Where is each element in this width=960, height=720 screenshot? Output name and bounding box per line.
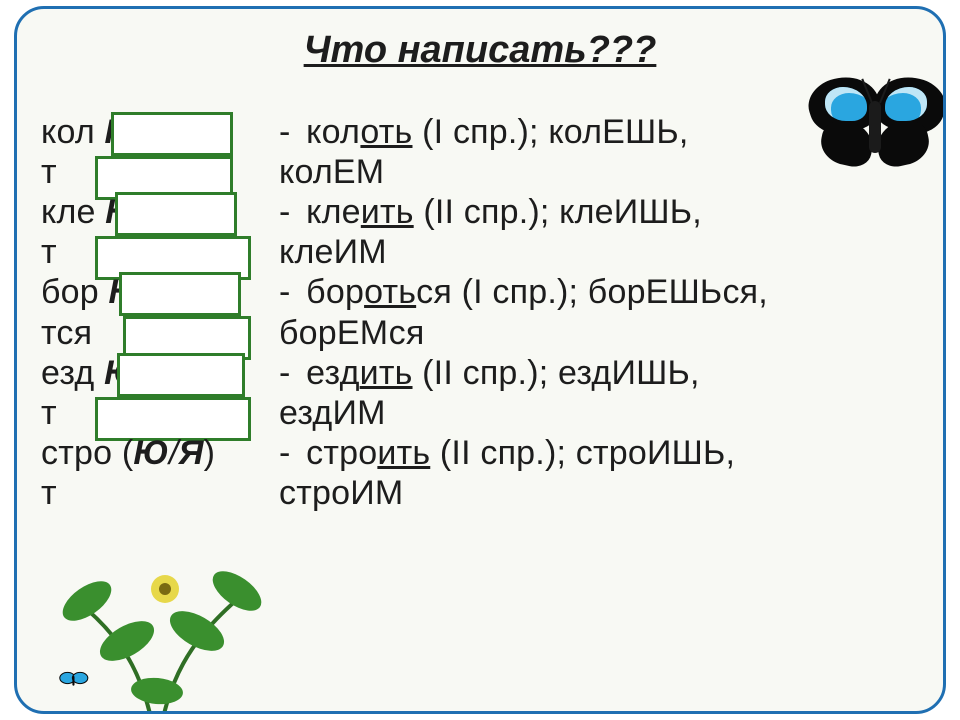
cover-box <box>111 112 233 156</box>
cover-box <box>115 192 237 236</box>
left-prefix: кол <box>41 113 105 151</box>
right-pre: кол <box>297 113 361 151</box>
dash: - <box>279 193 291 231</box>
exercise-row: езд Ю/Я)т- ездить (II спр.); ездИШЬ,ездИ… <box>41 353 925 433</box>
exercise-rows: кол Ю/Я)т- колоть (I спр.); колЕШЬ,колЕМ… <box>17 112 943 513</box>
right-underlined: ить <box>361 193 414 231</box>
right-pre: кле <box>297 193 361 231</box>
slide-card: Что написать??? кол Ю/Я)т- колоть (I спр… <box>14 6 946 714</box>
right-line1: - колоть (I спр.); колЕШЬ, <box>279 113 689 151</box>
right-pre: езд <box>297 354 360 392</box>
row-right: - ездить (II спр.); ездИШЬ,ездИМ <box>279 353 925 433</box>
right-line1: - клеить (II спр.); клеИШЬ, <box>279 193 702 231</box>
left-prefix: езд <box>41 354 104 392</box>
row-left: бор Ю/Я)тся <box>41 272 279 352</box>
dash: - <box>279 273 291 311</box>
dash: - <box>279 354 291 392</box>
right-line2: колЕМ <box>279 152 925 192</box>
left-line2: т <box>41 473 279 513</box>
option-b: Я <box>179 434 204 472</box>
row-right: - колоть (I спр.); колЕШЬ,колЕМ <box>279 112 925 192</box>
row-left: кле Ю/Я)т <box>41 192 279 272</box>
slide-title: Что написать??? <box>17 29 943 72</box>
row-right: - строить (II спр.); строИШЬ,строИМ <box>279 433 925 513</box>
cover-box <box>119 272 241 316</box>
left-prefix: бор <box>41 273 109 311</box>
slash: / <box>169 434 179 472</box>
right-line1: - строить (II спр.); строИШЬ, <box>279 434 735 472</box>
right-underlined: ить <box>360 354 413 392</box>
paren: ) <box>204 434 216 472</box>
right-pre: бор <box>297 273 365 311</box>
plant-decoration <box>37 531 297 714</box>
row-left: езд Ю/Я)т <box>41 353 279 433</box>
right-post: (II спр.); клеИШЬ, <box>414 193 702 231</box>
exercise-row: бор Ю/Я)тся- бороться (I спр.); борЕШЬся… <box>41 272 925 352</box>
right-underlined: оть <box>360 113 412 151</box>
right-post: (II спр.); ездИШЬ, <box>413 354 700 392</box>
row-left: стро (Ю/Я)т <box>41 433 279 513</box>
left-prefix: кле <box>41 193 105 231</box>
dash: - <box>279 434 291 472</box>
right-line2: строИМ <box>279 473 925 513</box>
right-line2: борЕМся <box>279 313 925 353</box>
right-pre: стро <box>297 434 378 472</box>
right-line2: ездИМ <box>279 393 925 433</box>
left-line1: стро (Ю/Я) <box>41 434 215 472</box>
dash: - <box>279 113 291 151</box>
right-post: (II спр.); строИШЬ, <box>430 434 735 472</box>
exercise-row: кол Ю/Я)т- колоть (I спр.); колЕШЬ,колЕМ <box>41 112 925 192</box>
exercise-row: кле Ю/Я)т- клеить (II спр.); клеИШЬ,клеИ… <box>41 192 925 272</box>
option-a: Ю <box>133 434 169 472</box>
exercise-row: стро (Ю/Я)т- строить (II спр.); строИШЬ,… <box>41 433 925 513</box>
right-line1: - бороться (I спр.); борЕШЬся, <box>279 273 768 311</box>
left-prefix: стро ( <box>41 434 133 472</box>
row-left: кол Ю/Я)т <box>41 112 279 192</box>
right-line2: клеИМ <box>279 232 925 272</box>
row-right: - клеить (II спр.); клеИШЬ,клеИМ <box>279 192 925 272</box>
row-right: - бороться (I спр.); борЕШЬся,борЕМся <box>279 272 925 352</box>
right-underlined: ить <box>377 434 430 472</box>
right-post: ся (I спр.); борЕШЬся, <box>416 273 768 311</box>
right-line1: - ездить (II спр.); ездИШЬ, <box>279 354 700 392</box>
right-underlined: оть <box>364 273 416 311</box>
right-post: (I спр.); колЕШЬ, <box>412 113 688 151</box>
cover-box <box>117 353 245 397</box>
